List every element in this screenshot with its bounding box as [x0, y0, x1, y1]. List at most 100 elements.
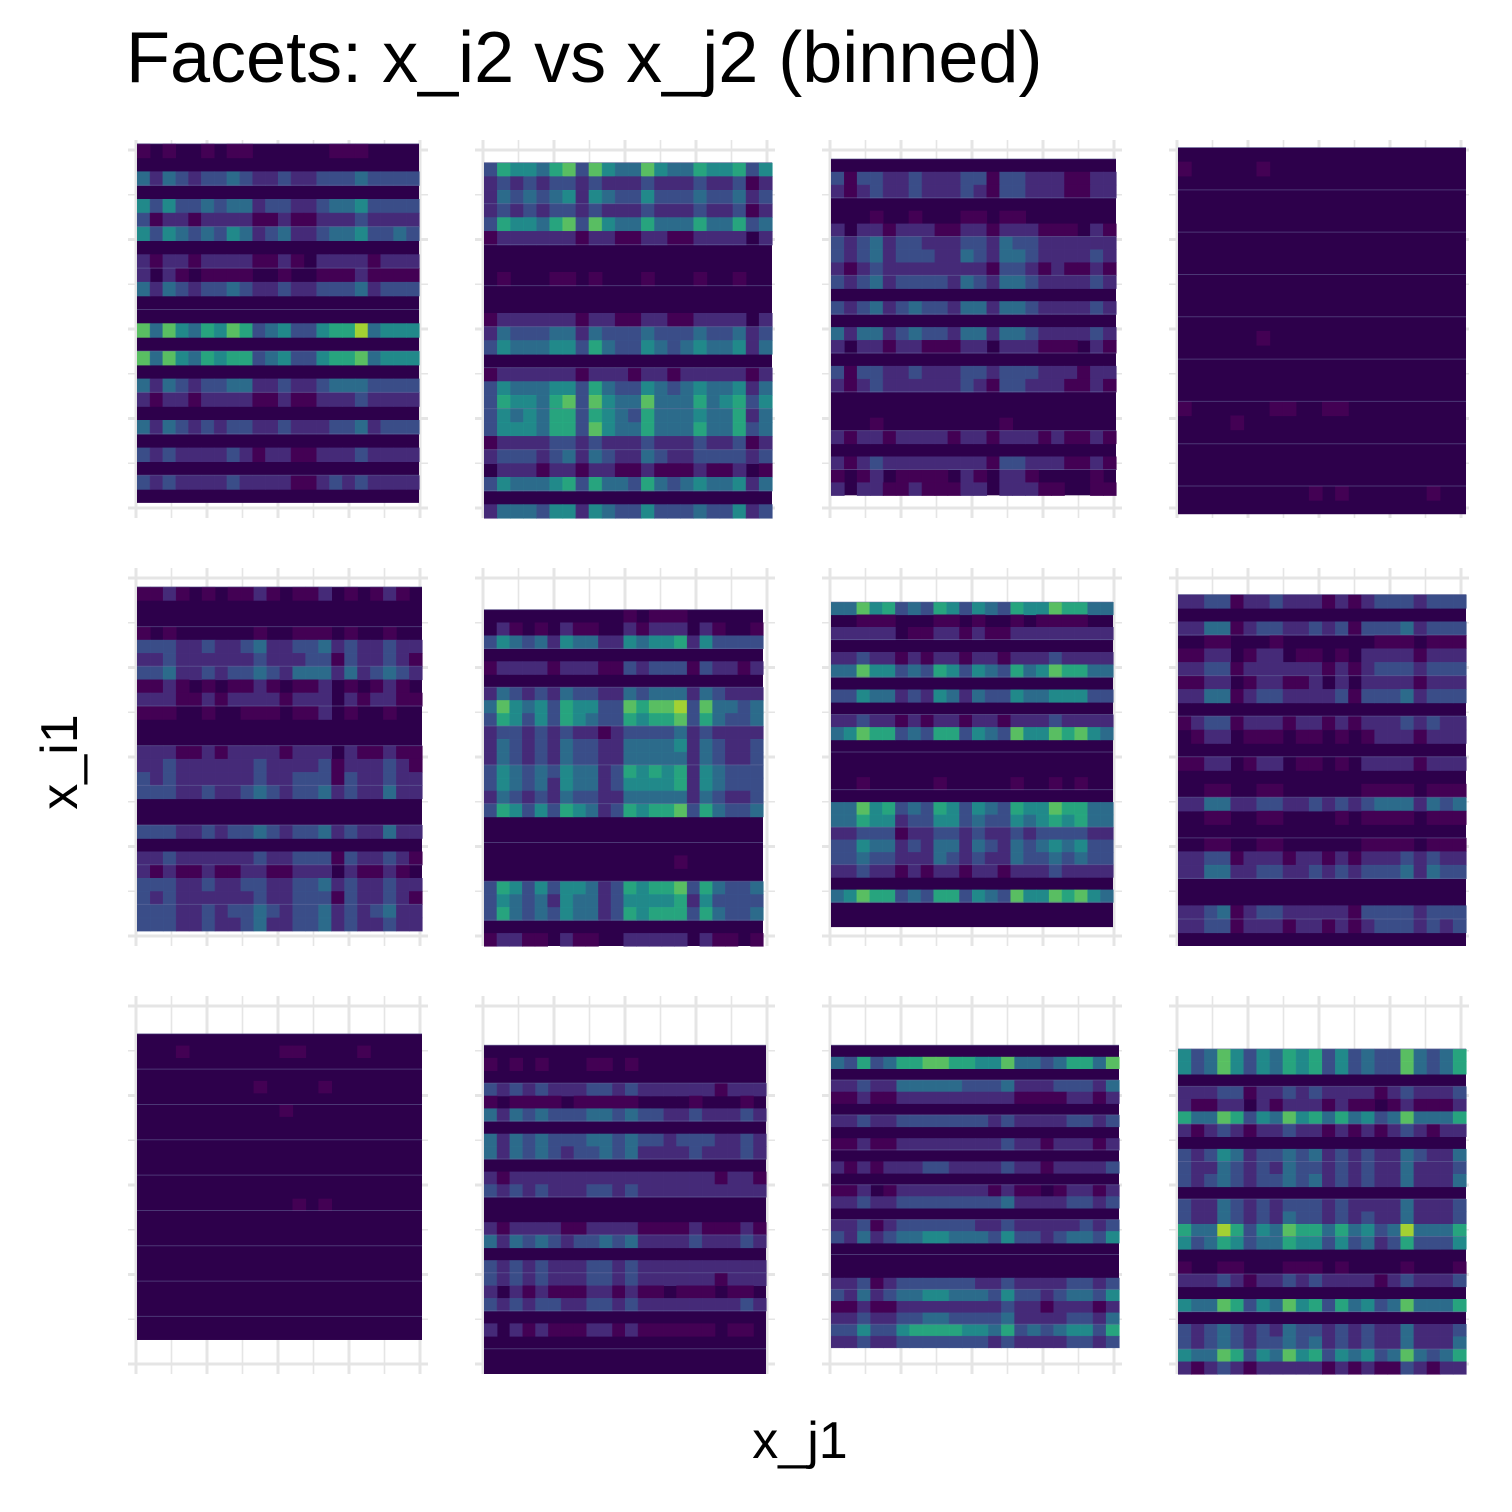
- contour-cell: [1040, 1138, 1055, 1151]
- contour-cell: [701, 1146, 716, 1160]
- contour-cell: [484, 1285, 498, 1299]
- contour-cell: [680, 313, 695, 328]
- contour-cell: [201, 586, 216, 601]
- contour-cell: [586, 1184, 600, 1198]
- contour-cell: [484, 203, 498, 218]
- contour-cell: [586, 1108, 600, 1122]
- contour-cell: [676, 1298, 690, 1312]
- contour-cell: [549, 449, 564, 464]
- contour-cell: [869, 814, 883, 828]
- contour-cell: [1361, 675, 1375, 690]
- contour-cell: [1074, 652, 1088, 666]
- contour-cell: [961, 1184, 976, 1197]
- contour-cell: [598, 661, 612, 675]
- contour-cell: [1282, 594, 1297, 609]
- contour-cell: [896, 1161, 911, 1174]
- contour-cell: [1374, 1361, 1389, 1375]
- contour-cell: [641, 203, 655, 218]
- contour-cell: [641, 217, 655, 232]
- contour-cell: [522, 700, 536, 714]
- contour-cell: [549, 463, 564, 478]
- contour-cell: [667, 176, 681, 191]
- contour-cell: [831, 1138, 845, 1151]
- contour-cell: [745, 217, 760, 232]
- contour-cell: [1413, 1236, 1428, 1250]
- contour-cell: [253, 825, 268, 839]
- contour-cell: [1038, 378, 1052, 393]
- contour-cell: [1256, 621, 1271, 636]
- contour-cell: [661, 661, 675, 675]
- contour-cell: [1426, 675, 1441, 690]
- contour-cell: [612, 1083, 626, 1097]
- contour-cell: [1243, 662, 1258, 677]
- contour-cell: [409, 851, 423, 866]
- contour-cell: [162, 586, 177, 601]
- contour-cell: [1025, 340, 1039, 354]
- contour-cell: [1061, 664, 1076, 678]
- contour-cell: [303, 447, 317, 462]
- contour-cell: [1256, 1048, 1271, 1062]
- contour-cell: [331, 758, 345, 773]
- contour-cell: [701, 1272, 716, 1286]
- contour-cell: [750, 777, 764, 792]
- contour-cell: [908, 430, 923, 445]
- contour-cell: [598, 739, 612, 753]
- contour-cell: [895, 652, 909, 666]
- contour-cell: [1191, 919, 1205, 934]
- contour-cell: [1217, 1061, 1231, 1075]
- contour-cell: [680, 504, 695, 519]
- contour-cell: [895, 327, 910, 341]
- contour-cell: [1178, 797, 1192, 812]
- contour-cell: [1217, 1336, 1231, 1350]
- contour-cell: [908, 469, 923, 483]
- contour-cell: [1256, 837, 1271, 852]
- contour-cell: [636, 751, 650, 766]
- contour-cell: [686, 687, 701, 701]
- contour-cell: [869, 839, 883, 853]
- contour-cell: [1322, 401, 1336, 417]
- contour-cell: [1243, 1274, 1258, 1288]
- contour-cell: [588, 272, 603, 287]
- contour-cell: [585, 790, 599, 805]
- contour-cell: [1178, 648, 1192, 663]
- contour-cell: [367, 323, 382, 338]
- contour-cell: [693, 504, 708, 519]
- contour-cell: [1426, 837, 1441, 852]
- contour-cell: [279, 891, 294, 905]
- contour-cell: [560, 764, 574, 779]
- contour-cell: [758, 190, 773, 205]
- contour-cell: [654, 326, 668, 341]
- contour-cell: [712, 661, 726, 675]
- contour-cell: [1090, 171, 1104, 186]
- contour-cell: [1066, 1312, 1081, 1325]
- contour-cell: [1452, 648, 1467, 663]
- contour-cell: [534, 687, 548, 701]
- contour-cell: [523, 381, 537, 396]
- contour-cell: [1269, 594, 1284, 609]
- contour-cell: [585, 713, 599, 727]
- contour-cell: [484, 1095, 498, 1109]
- contour-cell: [383, 891, 397, 905]
- contour-cell: [857, 1056, 871, 1069]
- contour-cell: [522, 1146, 536, 1160]
- contour-cell: [667, 162, 681, 177]
- contour-cell: [648, 700, 663, 714]
- contour-cell: [137, 891, 151, 905]
- contour-cell: [869, 852, 883, 866]
- contour-cell: [239, 475, 253, 490]
- contour-cell: [393, 392, 407, 407]
- contour-cell: [869, 627, 883, 641]
- contour-cell: [598, 713, 612, 727]
- contour-cell: [292, 706, 307, 720]
- contour-cell: [1079, 1312, 1094, 1325]
- contour-cell: [162, 626, 177, 641]
- contour-cell: [1217, 1161, 1231, 1175]
- contour-cell: [1256, 1161, 1271, 1175]
- contour-cell: [357, 653, 371, 667]
- contour-cell: [1191, 1061, 1205, 1075]
- contour-cell: [661, 609, 675, 624]
- contour-cell: [975, 1277, 989, 1290]
- contour-cell: [149, 281, 164, 297]
- contour-cell: [409, 785, 423, 800]
- contour-cell: [1413, 1274, 1428, 1288]
